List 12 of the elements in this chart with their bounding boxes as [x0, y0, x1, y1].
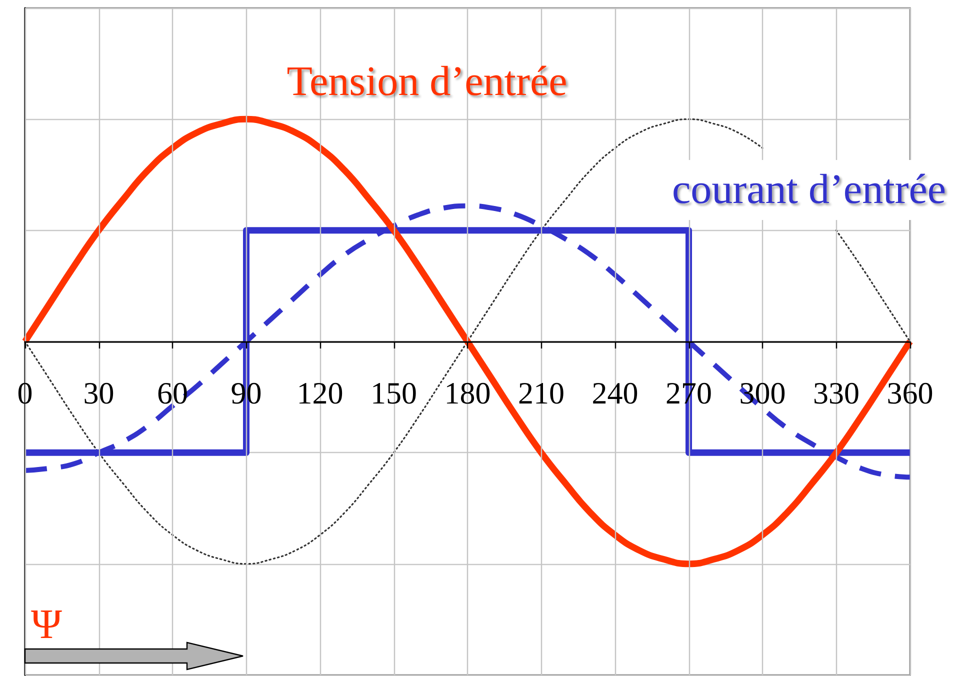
x-tick-label: 30	[83, 376, 114, 410]
x-tick-label: 210	[518, 376, 564, 410]
x-tick-label: 180	[444, 376, 491, 410]
x-tick-label: 330	[813, 376, 860, 410]
text: Ψ	[31, 602, 62, 648]
x-tick-label: 240	[592, 376, 638, 410]
x-tick-label: 360	[886, 376, 934, 410]
series-label: courant d’entrée	[672, 167, 946, 213]
series-label: Tension d’entrée	[286, 59, 568, 105]
x-tick-label: 60	[157, 376, 188, 410]
x-tick-label: 150	[370, 376, 417, 410]
x-tick-label: 120	[296, 376, 344, 410]
